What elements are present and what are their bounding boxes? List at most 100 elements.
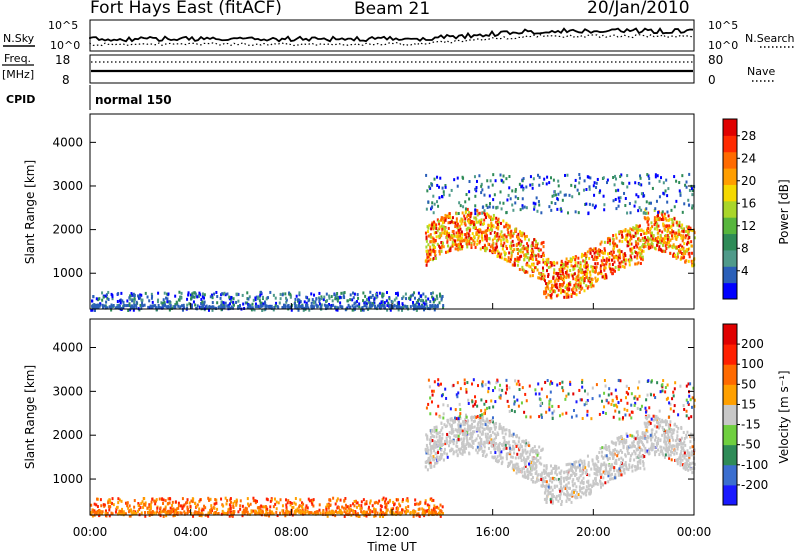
power-cell xyxy=(191,292,193,295)
vel-cell xyxy=(572,470,574,473)
power-cell xyxy=(340,292,342,295)
vel-cell xyxy=(472,430,474,433)
power-cell xyxy=(641,245,643,248)
vel-cell xyxy=(673,453,675,456)
vel-cell xyxy=(631,445,633,448)
vel-cell xyxy=(557,500,559,503)
vel-cell xyxy=(534,457,536,460)
power-cell xyxy=(567,211,569,214)
vel-cell xyxy=(561,500,563,503)
power-cell xyxy=(148,299,150,302)
vel-cell xyxy=(678,439,680,442)
vel-cell xyxy=(613,456,615,459)
vel-cell xyxy=(563,480,565,483)
power-cell xyxy=(623,192,625,195)
power-cell xyxy=(682,211,684,214)
vel-cell xyxy=(595,479,597,482)
vel-cell xyxy=(384,502,386,505)
power-cell xyxy=(267,296,269,299)
power-cell xyxy=(629,248,631,251)
power-cell xyxy=(376,296,378,299)
vel-cell xyxy=(605,465,607,468)
power-cell xyxy=(141,304,143,307)
power-cell xyxy=(654,207,656,210)
power-cell xyxy=(468,190,470,193)
power-cell xyxy=(486,234,488,237)
power-cell xyxy=(427,227,429,230)
power-cell xyxy=(502,219,504,222)
power-cell xyxy=(619,240,621,243)
vel-cell xyxy=(550,464,552,467)
power-cell xyxy=(570,264,572,267)
vel-cell xyxy=(474,426,476,429)
vel-cell xyxy=(580,481,582,484)
vel-cell xyxy=(650,439,652,442)
vel-cell xyxy=(657,440,659,443)
power-cell xyxy=(441,228,443,231)
vel-cell xyxy=(464,433,466,436)
power-cell xyxy=(615,234,617,237)
vel-cell xyxy=(689,465,691,468)
power-cell xyxy=(652,245,654,248)
power-cell xyxy=(667,234,669,237)
power-cell xyxy=(611,259,613,262)
vel-cell xyxy=(654,453,656,456)
power-cell xyxy=(551,201,553,204)
vel-cell xyxy=(608,464,610,467)
power-cell xyxy=(550,287,552,290)
power-cell xyxy=(546,263,548,266)
power-cell xyxy=(551,284,553,287)
power-cell xyxy=(685,230,687,233)
power-cell xyxy=(133,301,135,304)
vel-cell xyxy=(484,441,486,444)
power-cell xyxy=(624,204,626,207)
power-cell xyxy=(568,282,570,285)
vel-cell xyxy=(513,448,515,451)
vel-cell xyxy=(629,434,631,437)
power-cell xyxy=(686,180,688,183)
power-cell xyxy=(484,247,486,250)
power-cell xyxy=(661,218,663,221)
vel-cell xyxy=(616,454,618,457)
power-cell xyxy=(327,304,329,307)
power-cell xyxy=(439,177,441,180)
power-cell xyxy=(283,304,285,307)
power-cell xyxy=(339,305,341,308)
vel-cell xyxy=(274,498,276,501)
vel-cell xyxy=(541,485,543,488)
power-cell xyxy=(167,305,169,308)
power-cell xyxy=(216,301,218,304)
power-cell xyxy=(231,305,233,308)
vel-cell xyxy=(691,453,693,456)
vel-cell xyxy=(548,486,550,489)
power-cell xyxy=(434,305,436,308)
power-cell xyxy=(530,245,532,248)
vel-cell xyxy=(401,508,403,511)
power-cell xyxy=(597,262,599,265)
power-cell xyxy=(677,252,679,255)
power-cell xyxy=(397,292,399,295)
power-cell xyxy=(593,258,595,261)
vel-cell xyxy=(615,462,617,465)
vel-cell xyxy=(631,434,633,437)
vel-cell xyxy=(416,502,418,505)
power-region-2 xyxy=(425,173,695,215)
power-cell xyxy=(463,215,465,218)
power-cell xyxy=(502,181,504,184)
vel-cell xyxy=(479,448,481,451)
vel-cell xyxy=(493,441,495,444)
power-cell xyxy=(491,250,493,253)
power-cell xyxy=(590,248,592,251)
vel-cell xyxy=(618,467,620,470)
power-cell xyxy=(119,299,121,302)
power-cell xyxy=(117,306,119,309)
power-cell xyxy=(357,297,359,300)
power-cell xyxy=(550,280,552,283)
vel-cell xyxy=(549,479,551,482)
vel-cell xyxy=(154,502,156,505)
vel-cell xyxy=(435,429,437,432)
vel-cell xyxy=(521,440,523,443)
vel-cell xyxy=(664,420,666,423)
power-cell xyxy=(425,299,427,302)
power-cell xyxy=(474,212,476,215)
